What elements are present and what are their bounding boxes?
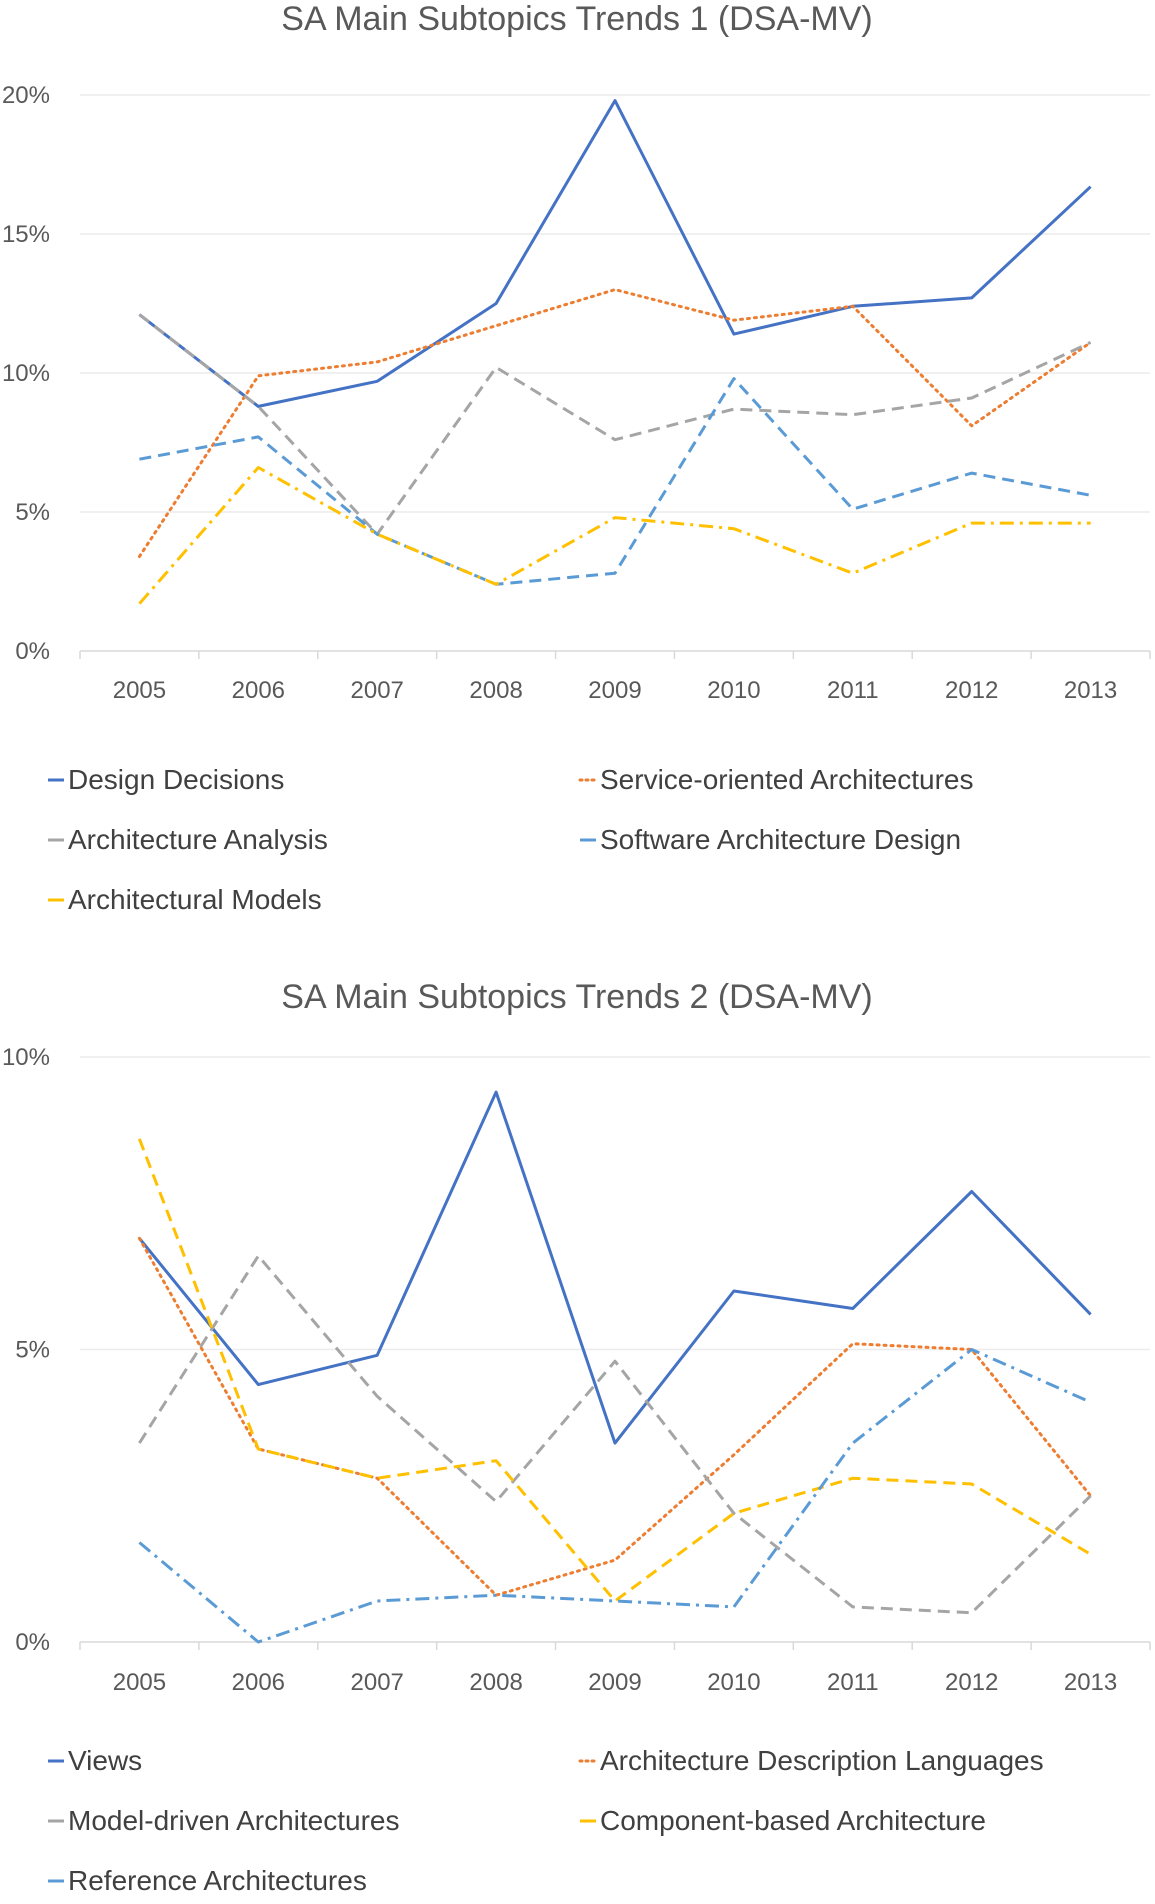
x-tick-label: 2009: [588, 677, 641, 704]
series-line-4: [137, 1138, 1092, 1603]
x-tick-label: 2006: [232, 1669, 285, 1696]
legend-label: Service-oriented Architectures: [600, 764, 974, 795]
x-tick-label: 2011: [827, 677, 879, 704]
chart-1: SA Main Subtopics Trends 1 (DSA-MV) 0% 5% 1…: [2, 0, 1151, 915]
legend-label: Views: [68, 1745, 142, 1776]
series-line-1: [138, 1090, 1092, 1445]
x-tick-label: 2007: [351, 677, 404, 704]
x-tick-label: 2006: [232, 677, 285, 704]
x-tick-label: 2010: [707, 677, 760, 704]
series-line-1: [138, 99, 1092, 408]
chart-2: SA Main Subtopics Trends 2 (DSA-MV) 0% 5% 1…: [2, 978, 1151, 1896]
legend-label: Software Architecture Design: [600, 824, 961, 855]
y-tick-label: 0%: [15, 638, 50, 665]
x-tick-label: 2012: [945, 1669, 998, 1696]
series-line-2: [137, 288, 1093, 558]
y-tick-label: 10%: [2, 1044, 50, 1071]
x-tick-label: 2008: [469, 1669, 522, 1696]
x-tick-label: 2005: [113, 1669, 166, 1696]
legend-label: Architectural Models: [68, 884, 322, 915]
y-tick-label: 5%: [15, 1337, 50, 1364]
chart-title: SA Main Subtopics Trends 1 (DSA-MV): [281, 0, 872, 38]
series-line-4: [139, 377, 1091, 586]
x-tick-label: 2012: [945, 677, 998, 704]
legend-label: Architecture Analysis: [68, 824, 328, 855]
x-tick-label: 2013: [1064, 1669, 1117, 1696]
y-tick-label: 5%: [15, 499, 50, 526]
y-tick-label: 15%: [2, 221, 50, 248]
x-tick-label: 2009: [588, 1669, 641, 1696]
y-tick-label: 0%: [15, 1629, 50, 1656]
x-tick-label: 2007: [351, 1669, 404, 1696]
legend-label: Architecture Description Languages: [600, 1745, 1044, 1776]
x-tick-label: 2010: [707, 1669, 760, 1696]
legend-label: Reference Architectures: [68, 1865, 367, 1896]
series-line-2: [137, 1236, 1093, 1597]
legend-label: Design Decisions: [68, 764, 284, 795]
series-line-5: [138, 1348, 1092, 1644]
x-tick-label: 2011: [827, 1669, 879, 1696]
legend: Views Architecture Description Languages M…: [48, 1745, 1044, 1896]
x-tick-label: 2013: [1064, 677, 1117, 704]
x-tick-label: 2008: [469, 677, 522, 704]
y-tick-label: 10%: [2, 360, 50, 387]
chart-title: SA Main Subtopics Trends 2 (DSA-MV): [281, 978, 872, 1016]
legend-label: Model-driven Architectures: [68, 1805, 399, 1836]
series-line-3: [138, 1254, 1092, 1615]
series-line-3: [138, 313, 1092, 536]
x-tick-label: 2005: [113, 677, 166, 704]
series-line-5: [138, 466, 1091, 605]
legend: Design Decisions Service-oriented Archite…: [48, 764, 974, 915]
y-tick-label: 20%: [2, 82, 50, 109]
legend-label: Component-based Architecture: [600, 1805, 986, 1836]
